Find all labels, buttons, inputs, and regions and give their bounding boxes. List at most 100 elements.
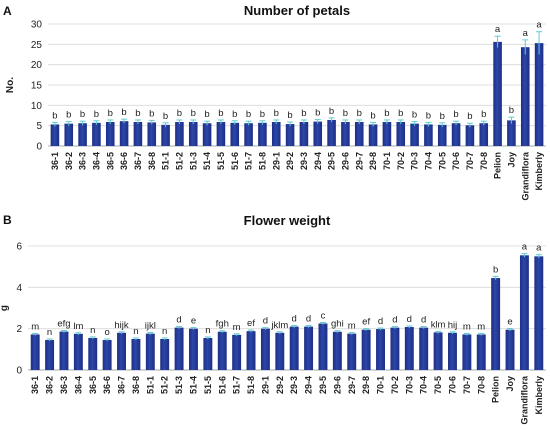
bar xyxy=(160,339,170,370)
bar xyxy=(285,124,295,146)
significance-label: b xyxy=(440,111,445,122)
significance-label: b xyxy=(191,108,196,119)
x-tick-label: 29-4 xyxy=(313,152,323,170)
bar xyxy=(520,47,530,146)
significance-label: b xyxy=(135,108,140,119)
x-tick-label: 51-6 xyxy=(230,152,240,170)
x-tick-label: 51-2 xyxy=(174,152,184,170)
bar xyxy=(78,123,87,146)
significance-label: ef xyxy=(362,317,370,328)
bar xyxy=(534,256,544,370)
significance-label: ghi xyxy=(331,319,344,330)
significance-label: n xyxy=(205,325,210,336)
chart-title: Number of petals xyxy=(244,3,350,18)
bar xyxy=(299,122,309,146)
significance-label: klm xyxy=(431,319,446,330)
panel-letter: A xyxy=(3,4,12,18)
x-tick-label: 51-2 xyxy=(160,376,170,394)
bar xyxy=(271,122,281,146)
panel-letter: B xyxy=(3,213,12,227)
bar xyxy=(361,329,371,370)
significance-label: b xyxy=(163,111,168,122)
significance-label: b xyxy=(246,109,251,120)
bar xyxy=(145,333,155,370)
significance-label: b xyxy=(121,107,126,118)
significance-label: b xyxy=(94,109,99,120)
significance-label: e xyxy=(191,316,196,327)
significance-label: b xyxy=(426,110,431,121)
x-tick-label: 36-6 xyxy=(102,376,112,394)
bar xyxy=(258,122,267,146)
x-tick-label: 51-6 xyxy=(217,376,227,394)
significance-label: b xyxy=(149,108,154,119)
significance-label: n xyxy=(162,326,167,337)
bar xyxy=(275,332,285,370)
bar xyxy=(133,122,143,146)
x-tick-label: 51-4 xyxy=(202,152,212,170)
y-axis-label: No. xyxy=(5,77,16,93)
bar xyxy=(396,122,406,146)
significance-label: m xyxy=(31,321,39,332)
bar xyxy=(174,327,184,370)
x-tick-label: 51-5 xyxy=(216,152,226,170)
significance-label: ef xyxy=(247,318,255,329)
significance-label: fgh xyxy=(216,319,229,330)
x-tick-label: Kimberly xyxy=(534,152,544,191)
x-tick-label: 29-5 xyxy=(318,376,328,394)
x-tick-label: 70-7 xyxy=(465,152,475,170)
x-tick-label: 51-8 xyxy=(257,152,267,170)
bar xyxy=(289,326,299,370)
x-tick-label: 70-3 xyxy=(404,376,414,394)
bar xyxy=(505,329,515,370)
significance-label: o xyxy=(104,327,109,338)
x-tick-label: 51-1 xyxy=(145,376,155,394)
significance-label: n xyxy=(47,327,52,338)
significance-label: b xyxy=(66,110,71,121)
bar xyxy=(216,122,226,146)
significance-label: b xyxy=(398,108,403,119)
y-tick-label: 30 xyxy=(31,20,43,31)
x-tick-label: 70-4 xyxy=(419,376,429,394)
bar xyxy=(479,123,489,146)
x-tick-label: 70-8 xyxy=(479,152,489,170)
bar xyxy=(188,122,198,146)
significance-label: d xyxy=(392,315,397,326)
bar xyxy=(59,331,69,370)
x-tick-label: 36-4 xyxy=(91,152,101,170)
bar xyxy=(347,333,357,370)
panel-b: Flower weight Bg 0 2 4 6 m 36-1 n 36-2 efg 36-3 lm 36… xyxy=(0,213,546,425)
bar xyxy=(203,337,213,370)
significance-label: b xyxy=(260,109,265,120)
bar xyxy=(410,123,419,146)
bar xyxy=(493,41,502,146)
bar xyxy=(491,278,501,370)
significance-label: b xyxy=(52,110,57,121)
x-tick-label: 70-7 xyxy=(462,376,472,394)
significance-label: b xyxy=(80,109,85,120)
significance-label: m xyxy=(477,321,485,332)
bar xyxy=(332,331,342,370)
x-tick-label: 36-8 xyxy=(147,152,157,170)
bar xyxy=(189,328,198,370)
x-tick-label: 29-8 xyxy=(361,376,371,394)
significance-label: b xyxy=(493,264,498,275)
bar xyxy=(147,122,157,146)
x-tick-label: 51-3 xyxy=(174,376,184,394)
x-tick-label: 51-5 xyxy=(203,376,213,394)
x-tick-label: 36-2 xyxy=(64,152,74,170)
chart-title: Flower weight xyxy=(244,213,331,228)
y-tick-label: 0 xyxy=(16,366,22,377)
bar xyxy=(217,331,227,370)
bar xyxy=(175,122,184,146)
significance-label: b xyxy=(481,109,486,120)
significance-label: jklm xyxy=(270,320,288,331)
x-tick-label: 36-1 xyxy=(50,152,60,170)
significance-label: ijkl xyxy=(145,321,156,332)
bar xyxy=(382,122,392,146)
significance-label: b xyxy=(204,109,209,120)
bar xyxy=(102,340,112,370)
y-tick-label: 2 xyxy=(16,324,22,335)
x-tick-label: Pelion xyxy=(493,152,503,179)
significance-label: b xyxy=(467,111,472,122)
